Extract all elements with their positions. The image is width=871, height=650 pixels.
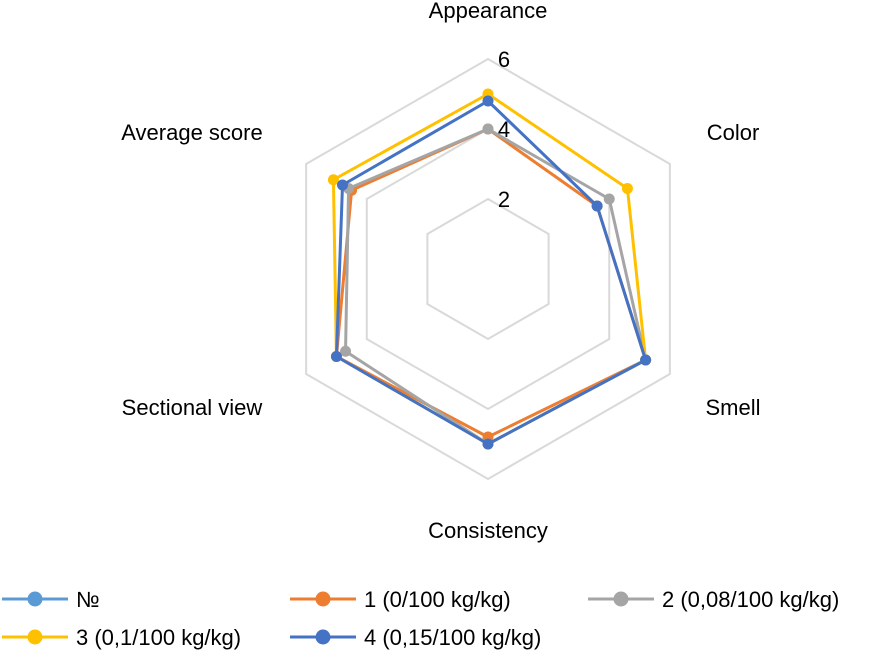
series-layer	[327, 88, 652, 450]
legend-label: 1 (0/100 kg/kg)	[364, 587, 511, 612]
axis-label: Appearance	[429, 0, 548, 23]
data-point	[621, 183, 633, 194]
legend: № 1 (0/100 kg/kg) 2 (0,08/100 kg/kg) 3 (0,1…	[2, 587, 839, 650]
legend-item: №	[2, 587, 100, 612]
data-point	[482, 95, 494, 107]
axis-label: Sectional view	[122, 395, 263, 420]
legend-item: 4 (0,15/100 kg/kg)	[290, 625, 541, 650]
legend-marker	[315, 591, 331, 607]
legend-label: 4 (0,15/100 kg/kg)	[364, 625, 541, 650]
axis-label: Consistency	[428, 518, 548, 543]
series-4	[327, 88, 652, 450]
legend-item: 2 (0,08/100 kg/kg)	[588, 587, 839, 612]
data-point	[591, 200, 603, 212]
data-point	[330, 351, 342, 362]
axis-label: Color	[707, 120, 760, 145]
grid-ring-2	[365, 127, 611, 411]
data-point	[640, 354, 652, 366]
tick-label: 4	[498, 117, 510, 142]
data-point	[327, 174, 339, 186]
legend-label: №	[76, 587, 100, 612]
tick-label: 6	[498, 47, 510, 72]
tick-labels: 2 4 6	[498, 47, 510, 212]
data-point	[603, 193, 615, 205]
legend-marker	[27, 629, 43, 645]
axis-label: Average score	[121, 120, 262, 145]
series-line	[331, 92, 648, 446]
legend-item: 3 (0,1/100 kg/kg)	[2, 625, 241, 650]
axis-label: Smell	[705, 395, 760, 420]
legend-label: 2 (0,08/100 kg/kg)	[662, 587, 839, 612]
series-5	[330, 95, 652, 450]
grid	[305, 57, 671, 481]
legend-marker	[315, 629, 331, 645]
legend-label: 3 (0,1/100 kg/kg)	[76, 625, 241, 650]
grid-ring-3	[305, 57, 671, 481]
legend-marker	[27, 591, 43, 607]
grid-ring-1	[426, 197, 550, 341]
legend-item: 1 (0/100 kg/kg)	[290, 587, 511, 612]
data-point	[482, 123, 494, 135]
data-point	[340, 345, 352, 357]
data-point	[337, 179, 349, 191]
axis-labels: Appearance Color Smell Consistency Sectional…	[121, 0, 760, 543]
series-line	[344, 127, 648, 446]
tick-label: 2	[498, 187, 510, 212]
legend-marker	[613, 591, 629, 607]
data-point	[482, 438, 494, 450]
